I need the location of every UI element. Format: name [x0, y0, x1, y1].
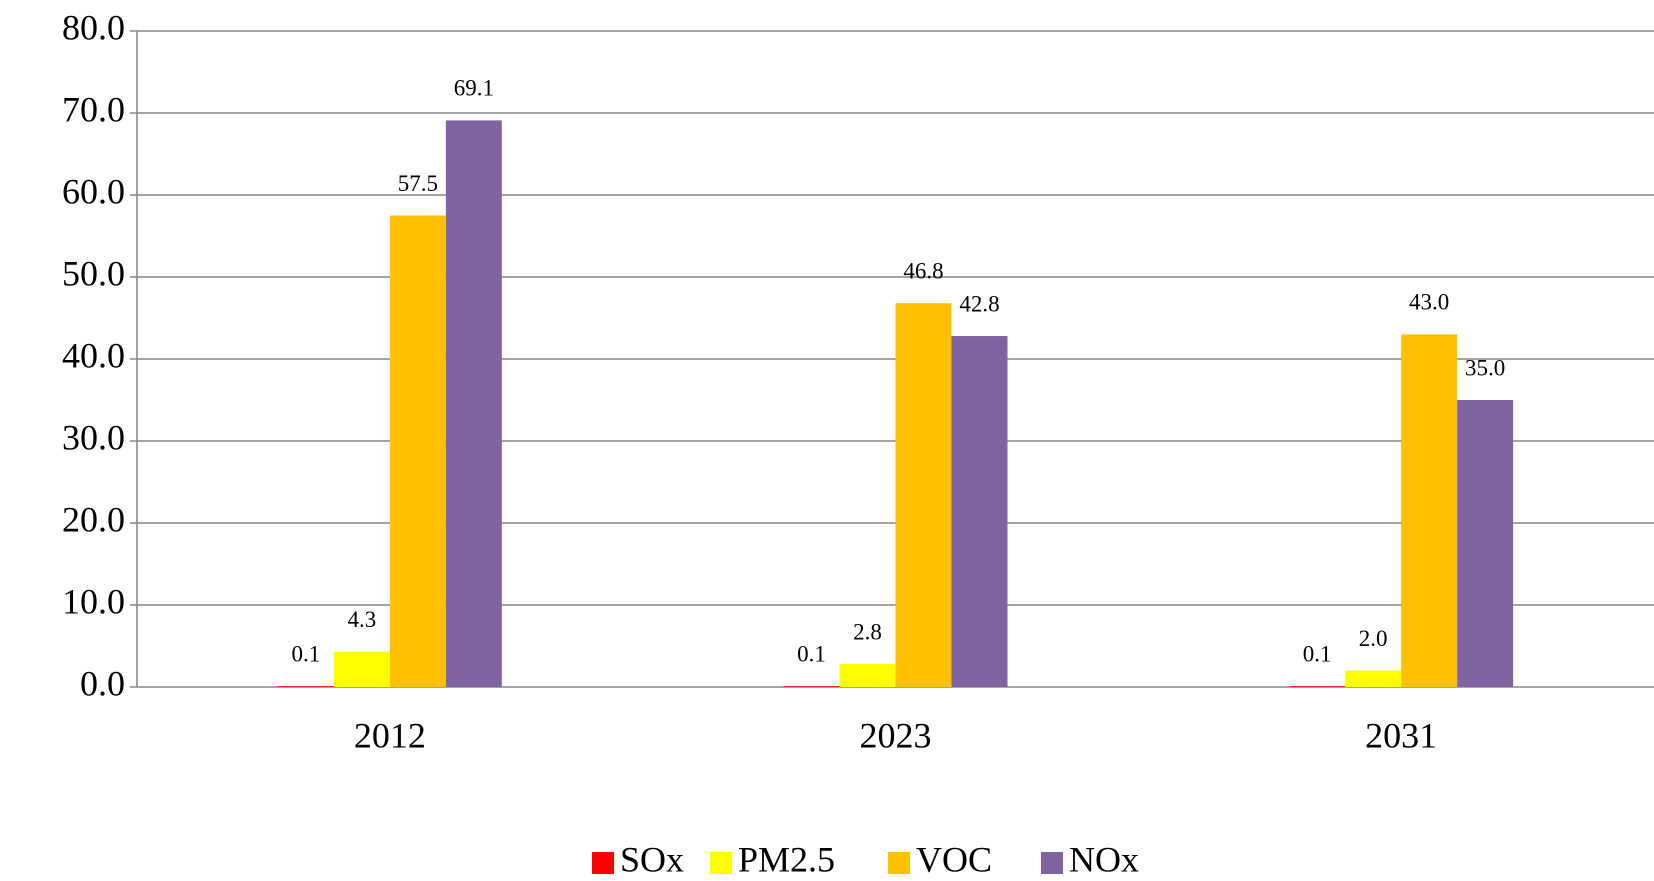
y-tick-label: 80.0 [62, 7, 125, 47]
y-tick-label: 70.0 [62, 89, 125, 129]
bar [277, 686, 334, 687]
legend-swatch [1041, 852, 1063, 874]
y-tick-label: 20.0 [62, 499, 125, 539]
x-tick-label: 2012 [354, 715, 426, 755]
bar [895, 303, 952, 687]
data-label: 35.0 [1465, 355, 1505, 380]
legend-swatch [888, 852, 910, 874]
legend-label: SOx [620, 839, 684, 879]
bar [445, 120, 502, 687]
legend-label: VOC [916, 839, 992, 879]
data-label: 42.8 [959, 291, 999, 316]
legend-label: PM2.5 [738, 839, 835, 879]
bar [783, 686, 840, 687]
y-tick-label: 0.0 [80, 663, 125, 703]
y-tick-label: 50.0 [62, 253, 125, 293]
legend-label: NOx [1069, 839, 1139, 879]
bar [1401, 334, 1458, 687]
data-label: 0.1 [797, 641, 826, 666]
bar [1289, 686, 1346, 687]
data-label: 0.1 [1303, 641, 1332, 666]
x-tick-label: 2031 [1365, 715, 1437, 755]
legend-swatch [710, 852, 732, 874]
bar [839, 664, 896, 687]
bar [1345, 670, 1402, 687]
data-label: 2.0 [1359, 626, 1388, 651]
y-tick-label: 10.0 [62, 581, 125, 621]
x-tick-label: 2023 [860, 715, 932, 755]
y-tick-label: 60.0 [62, 171, 125, 211]
data-label: 69.1 [454, 76, 494, 101]
bar [333, 651, 390, 687]
data-label: 4.3 [347, 607, 376, 632]
y-tick-label: 40.0 [62, 335, 125, 375]
legend-swatch [592, 852, 614, 874]
data-label: 57.5 [398, 171, 438, 196]
bar [389, 215, 446, 687]
data-label: 46.8 [903, 259, 943, 284]
data-label: 43.0 [1409, 290, 1449, 315]
y-tick-label: 30.0 [62, 417, 125, 457]
bar [951, 336, 1008, 687]
data-label: 2.8 [853, 619, 882, 644]
bar [1457, 400, 1514, 687]
data-label: 0.1 [291, 641, 320, 666]
